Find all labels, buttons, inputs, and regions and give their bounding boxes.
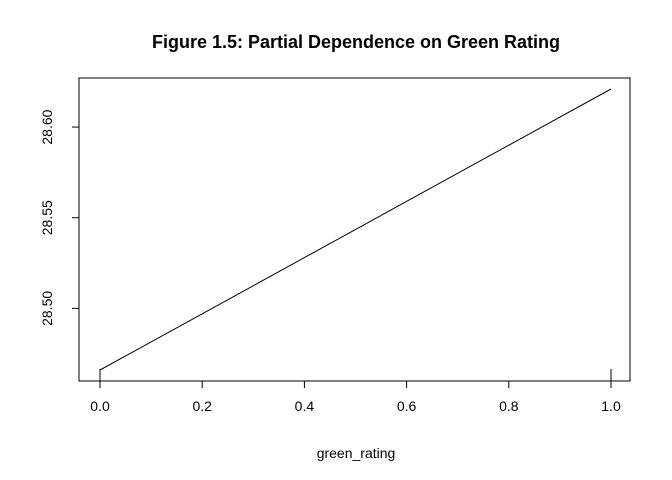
y-tick-label: 28.60 xyxy=(39,109,55,144)
series-layer xyxy=(99,88,612,381)
x-tick-label: 0.2 xyxy=(192,398,212,414)
x-axis-label: green_rating xyxy=(317,445,396,461)
y-axis: 28.50 28.55 28.60 xyxy=(39,109,80,326)
series-line xyxy=(99,88,612,371)
x-tick-label: 0.4 xyxy=(295,398,315,414)
x-axis: 0.0 0.2 0.4 0.6 0.8 1.0 xyxy=(90,380,621,414)
x-tick-label: 0.0 xyxy=(90,398,110,414)
x-tick-label: 0.6 xyxy=(397,398,417,414)
x-tick-label: 0.8 xyxy=(499,398,519,414)
y-tick-label: 28.55 xyxy=(39,200,55,235)
chart-title: Figure 1.5: Partial Dependence on Green … xyxy=(152,32,560,52)
y-tick-label: 28.50 xyxy=(39,291,55,326)
x-tick-label: 1.0 xyxy=(601,398,621,414)
